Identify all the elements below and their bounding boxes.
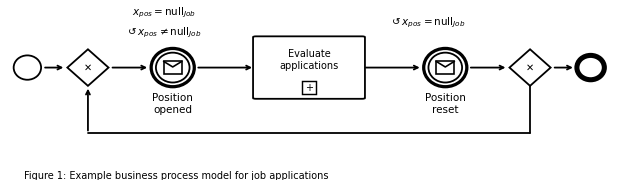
Text: $\circlearrowleft x_{pos} = \mathrm{null}_{Job}$: $\circlearrowleft x_{pos} = \mathrm{null…	[389, 16, 465, 30]
Bar	[436, 61, 454, 74]
Text: $x_{pos} = \mathrm{null}_{Job}$: $x_{pos} = \mathrm{null}_{Job}$	[132, 6, 196, 20]
Bar	[164, 61, 182, 74]
Text: Figure 1: Example business process model for job applications: Figure 1: Example business process model…	[24, 171, 329, 180]
Text: Position
opened: Position opened	[152, 93, 193, 115]
Text: ✕: ✕	[84, 63, 92, 73]
Text: Evaluate
applications: Evaluate applications	[279, 49, 339, 71]
Text: Position
reset: Position reset	[425, 93, 466, 115]
Text: $\circlearrowleft x_{pos} \neq \mathrm{null}_{Job}$: $\circlearrowleft x_{pos} \neq \mathrm{n…	[125, 26, 202, 40]
Text: +: +	[305, 83, 313, 93]
Text: ✕: ✕	[526, 63, 534, 73]
Bar	[302, 82, 316, 94]
